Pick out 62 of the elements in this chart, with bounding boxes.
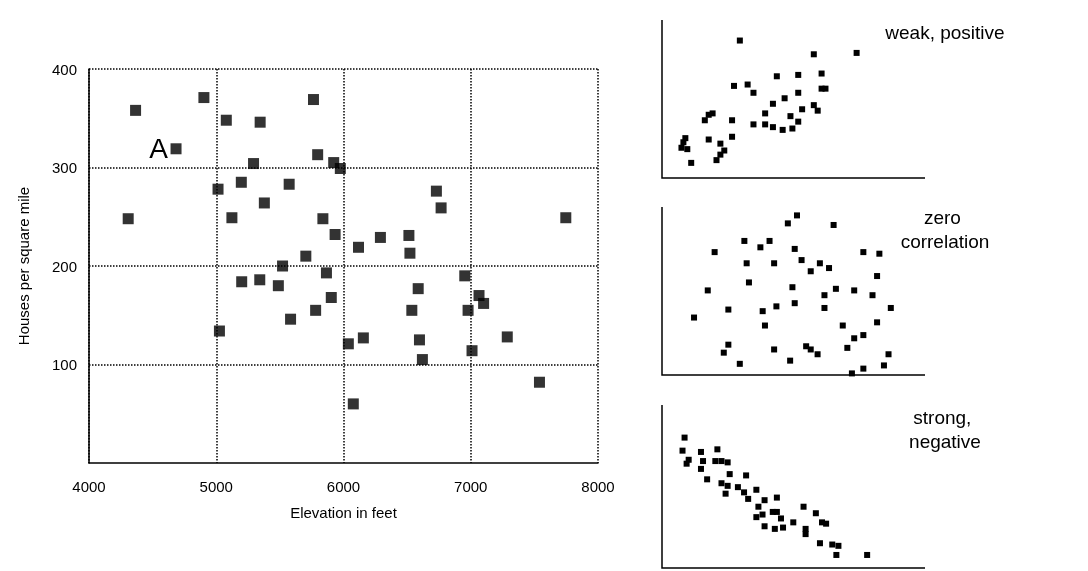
point xyxy=(430,185,442,197)
point xyxy=(374,231,386,243)
point xyxy=(226,212,238,224)
y-tick-label: 100 xyxy=(51,356,77,373)
y-tick-label: 300 xyxy=(51,159,77,176)
point xyxy=(212,183,224,195)
point xyxy=(310,304,322,316)
x-tick-label: 8000 xyxy=(581,478,615,495)
y-tick-label: 400 xyxy=(51,60,77,78)
point xyxy=(416,354,428,366)
annotation: A xyxy=(149,133,169,165)
point xyxy=(307,94,319,106)
point xyxy=(501,331,513,343)
x-axis-title: Elevation in feet xyxy=(290,504,398,521)
point xyxy=(258,197,270,209)
point xyxy=(254,116,266,128)
x-tick-label: 7000 xyxy=(454,478,488,495)
point xyxy=(459,270,471,282)
point xyxy=(283,178,295,190)
x-tick-label: 4000 xyxy=(72,478,106,495)
point xyxy=(320,267,332,279)
point xyxy=(560,212,572,224)
y-axis-title: Houses per square mile xyxy=(15,186,32,346)
point xyxy=(236,276,248,288)
x-tick-label: 5000 xyxy=(199,478,233,495)
point xyxy=(357,332,369,344)
point xyxy=(248,158,260,170)
point xyxy=(353,241,365,253)
point xyxy=(462,304,474,316)
point xyxy=(435,202,447,214)
point xyxy=(277,260,289,272)
point xyxy=(254,274,266,286)
point xyxy=(317,213,329,225)
point xyxy=(220,114,232,126)
point xyxy=(285,313,297,325)
point xyxy=(130,104,142,116)
point xyxy=(272,280,284,292)
point xyxy=(342,338,354,350)
point xyxy=(329,228,341,240)
x-tick-label: 6000 xyxy=(326,478,361,495)
point xyxy=(533,376,545,388)
text: strong, negative xyxy=(909,406,981,452)
point xyxy=(312,149,324,161)
point xyxy=(403,229,415,241)
point xyxy=(198,92,210,104)
point xyxy=(213,325,225,337)
point xyxy=(478,297,490,309)
point xyxy=(300,250,312,262)
point xyxy=(413,334,425,346)
point xyxy=(466,345,478,357)
text: weak, positive xyxy=(884,21,1005,43)
point xyxy=(235,176,247,188)
point xyxy=(412,283,424,295)
point xyxy=(347,398,359,410)
point xyxy=(406,304,418,316)
point xyxy=(170,143,182,155)
point xyxy=(325,292,337,304)
text: zero correlation xyxy=(900,206,990,252)
point xyxy=(404,247,416,259)
y-tick-label: 200 xyxy=(51,257,77,275)
point xyxy=(334,162,346,174)
point xyxy=(122,213,134,225)
